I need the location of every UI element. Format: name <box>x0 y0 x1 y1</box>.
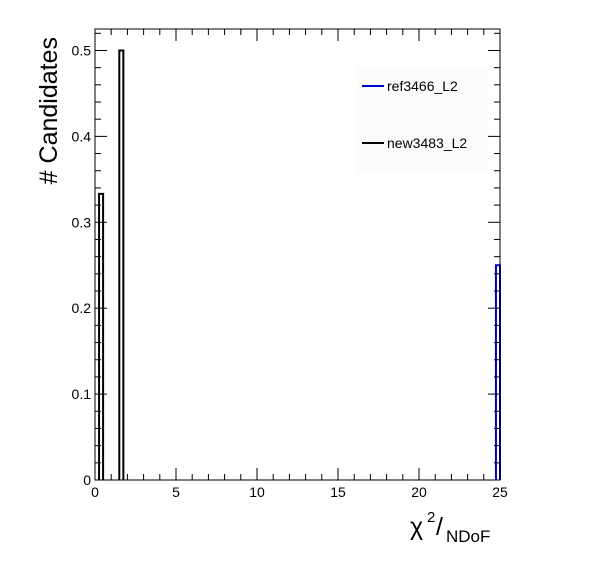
legend-label-ref: ref3466_L2 <box>387 78 458 94</box>
y-tick-label: 0.5 <box>72 42 92 58</box>
y-tick-label: 0.4 <box>72 128 92 144</box>
y-tick-label: 0.1 <box>72 386 92 402</box>
plot-frame <box>94 28 501 481</box>
x-tick-label: 15 <box>330 484 346 500</box>
x-axis-title-sub: NDoF <box>446 527 490 546</box>
y-tick-label: 0.3 <box>72 214 92 230</box>
histogram-bin-new3483_L2-0 <box>98 192 105 480</box>
x-axis-title-sup: 2 <box>427 509 435 526</box>
x-tick-label: 0 <box>91 484 99 500</box>
x-tick-label: 10 <box>249 484 265 500</box>
y-axis-title: # Candidates <box>35 37 63 184</box>
x-tick-label: 25 <box>492 484 508 500</box>
x-axis-title-slash: / <box>436 513 443 541</box>
y-tick-label: 0 <box>83 472 91 488</box>
x-tick-label: 20 <box>411 484 427 500</box>
legend: ref3466_L2 new3483_L2 <box>362 78 467 151</box>
histogram-bin-ref3466_L2-0 <box>494 264 501 480</box>
x-axis-title-chi: χ <box>410 513 423 541</box>
y-tick-label: 0.2 <box>72 300 92 316</box>
x-tick-label: 5 <box>172 484 180 500</box>
ticks-layer: 0 5 10 15 20 25 0 0.1 0.2 0.3 0.4 0.5 <box>72 29 508 500</box>
legend-label-new: new3483_L2 <box>387 135 467 151</box>
x-axis-title: χ 2 / NDoF <box>410 509 490 546</box>
histogram-bin-new3483_L2-1 <box>118 49 125 480</box>
